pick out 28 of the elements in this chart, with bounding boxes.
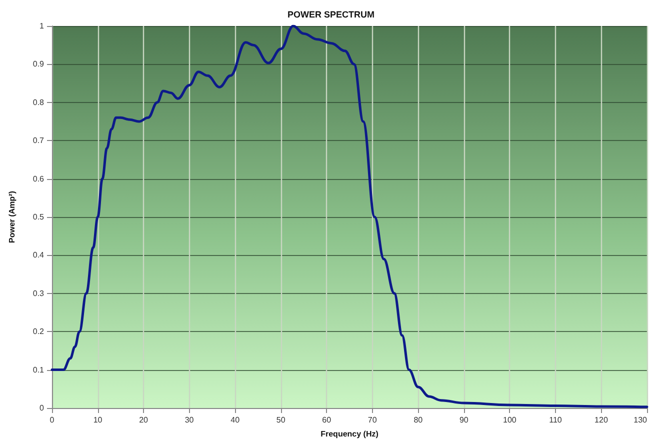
x-tick-label: 90 bbox=[459, 416, 469, 424]
y-tick-label: 0.1 bbox=[32, 365, 45, 374]
y-tick-label: 0.5 bbox=[32, 212, 45, 222]
x-tick-label: 60 bbox=[322, 416, 332, 424]
y-tick-label: 0.3 bbox=[32, 288, 45, 298]
y-tick-label: 0.9 bbox=[32, 60, 45, 69]
x-tick-label: 10 bbox=[93, 416, 103, 424]
x-tick-label: 50 bbox=[276, 416, 286, 424]
x-tick-label: 100 bbox=[503, 416, 517, 424]
x-tick-label: 120 bbox=[594, 416, 608, 424]
y-tick-label: 0.7 bbox=[32, 136, 45, 146]
x-tick-label: 70 bbox=[368, 416, 378, 424]
x-tick-label: 80 bbox=[414, 416, 424, 424]
y-tick-label: 0 bbox=[40, 404, 45, 412]
y-axis-title: Power (Amp²) bbox=[8, 190, 16, 243]
x-tick-label: 0 bbox=[50, 416, 55, 424]
y-tick-label: 0.2 bbox=[32, 327, 45, 336]
x-tick-label: 130 bbox=[634, 416, 648, 424]
y-tick-label: 0.6 bbox=[32, 174, 45, 184]
y-tick-label: 0.4 bbox=[32, 250, 45, 260]
x-tick-label: 30 bbox=[184, 416, 194, 424]
x-tick-label: 110 bbox=[549, 416, 562, 424]
x-tick-label: 40 bbox=[230, 416, 240, 424]
chart-title: POWER SPECTRUM bbox=[287, 10, 375, 20]
y-tick-label: 0.8 bbox=[32, 98, 45, 107]
x-axis-title: Frequency (Hz) bbox=[320, 430, 379, 438]
y-tick-label: 1 bbox=[40, 22, 45, 30]
x-tick-label: 20 bbox=[139, 416, 149, 424]
